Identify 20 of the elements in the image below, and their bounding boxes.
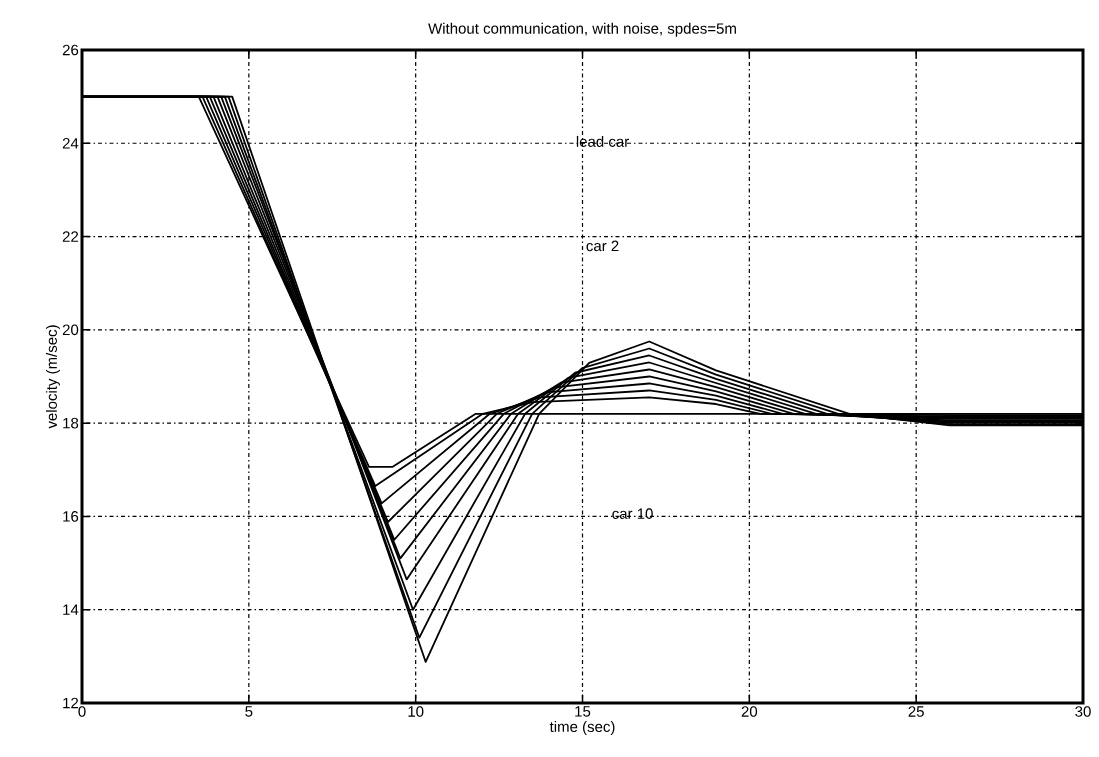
x-tick-label: 30	[1075, 706, 1091, 717]
y-tick-label: 14	[63, 604, 79, 615]
x-axis-title: time (sec)	[549, 721, 615, 735]
y-tick-label: 18	[63, 417, 79, 429]
y-tick-label: 22	[62, 231, 79, 242]
y-tick-label: 12	[63, 697, 79, 709]
y-tick-label: 26	[62, 44, 79, 56]
x-tick-label: 0	[78, 706, 86, 717]
y-tick-label: 16	[63, 511, 79, 522]
x-tick-label: 15	[575, 706, 591, 717]
x-tick-label: 20	[741, 706, 758, 717]
annotation: lead car	[576, 135, 629, 147]
x-tick-label: 25	[908, 706, 924, 717]
y-tick-label: 24	[62, 138, 79, 149]
annotation: car 2	[586, 240, 619, 252]
y-tick-label: 20	[62, 324, 79, 336]
x-tick-label: 10	[408, 706, 424, 717]
y-axis-title: velocity (m/sec)	[45, 325, 60, 429]
x-tick-label: 5	[245, 706, 253, 717]
chart-title: Without communication, with noise, spdes=5m	[428, 22, 736, 37]
